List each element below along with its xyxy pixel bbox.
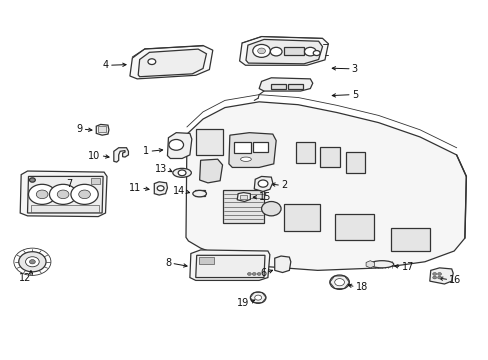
Polygon shape: [20, 171, 107, 217]
Bar: [233, 142, 250, 153]
Circle shape: [252, 273, 256, 275]
Bar: [198, 257, 214, 264]
Circle shape: [29, 178, 35, 182]
Bar: [195, 129, 222, 155]
Circle shape: [49, 184, 77, 204]
Text: 15: 15: [259, 192, 271, 202]
Text: 17: 17: [401, 262, 413, 272]
Text: 2: 2: [281, 180, 287, 190]
Circle shape: [57, 190, 69, 199]
Polygon shape: [96, 125, 109, 135]
Circle shape: [432, 273, 436, 275]
Text: 4: 4: [102, 60, 109, 70]
Polygon shape: [237, 193, 250, 202]
Circle shape: [257, 48, 265, 54]
Polygon shape: [228, 133, 276, 167]
Circle shape: [247, 273, 251, 275]
Ellipse shape: [192, 190, 206, 197]
Circle shape: [270, 47, 282, 56]
Polygon shape: [130, 45, 212, 79]
Bar: [239, 195, 246, 199]
Polygon shape: [245, 40, 322, 64]
Text: 9: 9: [76, 124, 82, 134]
Circle shape: [437, 273, 441, 275]
Circle shape: [178, 170, 185, 176]
Bar: [320, 147, 339, 167]
Bar: [271, 84, 285, 89]
Text: 7: 7: [66, 179, 73, 189]
Text: 8: 8: [165, 258, 171, 268]
Circle shape: [261, 202, 281, 216]
Text: 14: 14: [172, 186, 184, 197]
Circle shape: [148, 59, 156, 64]
Polygon shape: [274, 256, 290, 273]
Ellipse shape: [172, 168, 191, 177]
Ellipse shape: [240, 157, 251, 161]
Bar: [98, 126, 105, 132]
Text: 5: 5: [351, 90, 357, 100]
Polygon shape: [138, 49, 206, 77]
Circle shape: [79, 190, 90, 199]
Circle shape: [313, 50, 320, 55]
Polygon shape: [189, 250, 269, 280]
Polygon shape: [154, 182, 167, 195]
Circle shape: [254, 295, 261, 300]
Bar: [253, 142, 267, 152]
Circle shape: [304, 47, 316, 56]
Bar: [295, 142, 315, 163]
Bar: [283, 47, 304, 55]
Bar: [345, 152, 365, 173]
Circle shape: [437, 276, 441, 279]
Polygon shape: [167, 133, 191, 158]
Circle shape: [36, 190, 48, 199]
Polygon shape: [185, 102, 466, 270]
Bar: [390, 228, 429, 251]
Polygon shape: [114, 148, 128, 162]
Ellipse shape: [369, 261, 393, 268]
Circle shape: [432, 276, 436, 279]
Text: 19: 19: [237, 298, 249, 308]
Circle shape: [329, 275, 348, 289]
Bar: [222, 190, 264, 223]
Bar: [283, 204, 320, 231]
Circle shape: [252, 44, 270, 57]
Circle shape: [258, 180, 267, 187]
Bar: [288, 84, 303, 89]
Polygon shape: [195, 255, 264, 278]
Circle shape: [29, 260, 35, 264]
Text: 16: 16: [448, 275, 461, 285]
Circle shape: [334, 279, 344, 286]
Circle shape: [257, 273, 261, 275]
Circle shape: [168, 139, 183, 150]
Polygon shape: [429, 268, 452, 284]
Circle shape: [157, 186, 163, 191]
Polygon shape: [199, 159, 222, 183]
Circle shape: [71, 184, 98, 204]
Text: 6: 6: [260, 267, 266, 278]
Polygon shape: [239, 37, 328, 65]
Text: 12: 12: [19, 273, 31, 283]
Polygon shape: [27, 176, 103, 213]
Bar: [91, 178, 100, 184]
Circle shape: [250, 292, 265, 303]
Polygon shape: [254, 176, 272, 192]
Circle shape: [19, 252, 46, 272]
Text: 18: 18: [355, 282, 367, 292]
Text: 1: 1: [143, 146, 149, 156]
Polygon shape: [259, 78, 312, 91]
Text: 3: 3: [351, 64, 357, 74]
Polygon shape: [194, 190, 204, 196]
Bar: [31, 205, 99, 212]
Text: 13: 13: [155, 164, 167, 174]
Bar: [334, 215, 373, 240]
Text: 11: 11: [129, 183, 141, 193]
Circle shape: [28, 184, 56, 204]
Text: 10: 10: [88, 150, 101, 161]
Circle shape: [25, 257, 39, 267]
